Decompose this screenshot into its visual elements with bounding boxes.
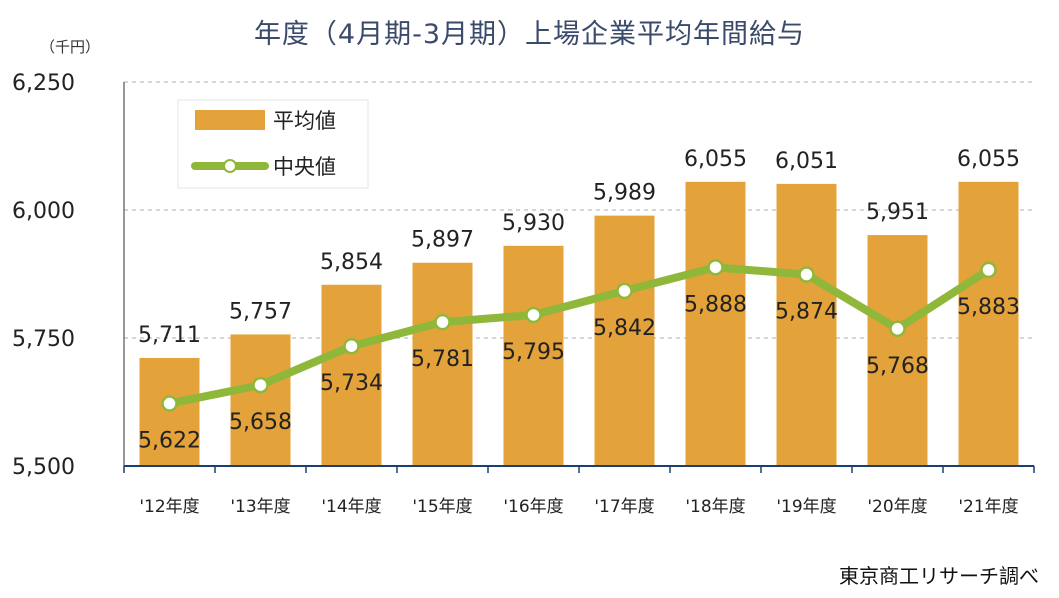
x-tick-label: '19年度	[776, 497, 836, 517]
line-point	[616, 282, 633, 300]
line-point	[525, 306, 542, 324]
y-tick-label: 5,750	[12, 327, 75, 352]
bar	[139, 357, 200, 466]
bar-value-label: 5,897	[411, 228, 474, 253]
x-tick-label: '21年度	[958, 497, 1018, 517]
bar	[776, 183, 837, 466]
bar	[958, 181, 1019, 466]
line-point	[798, 266, 815, 283]
y-tick-label: 5,500	[12, 455, 75, 480]
line-point	[343, 337, 360, 355]
bar	[503, 245, 564, 466]
line-value-label: 5,622	[138, 429, 201, 454]
y-tick-label: 6,250	[12, 71, 75, 96]
legend-bar-swatch	[195, 110, 265, 130]
x-tick-label: '15年度	[412, 497, 472, 517]
x-tick-label: '14年度	[321, 497, 381, 517]
line-point	[434, 313, 451, 331]
line-point	[707, 259, 724, 276]
line-series	[161, 259, 997, 412]
data-labels: 5,711 5,757 5,854 5,897 5,930 5,989 6,055 6,051…	[138, 147, 1020, 454]
line-value-label: 5,874	[775, 300, 838, 325]
bar	[594, 215, 655, 466]
chart-title: 年度（4月期-3月期）上場企業平均年間給与	[253, 19, 806, 50]
x-tick-label: '16年度	[503, 497, 563, 517]
y-axis: 5,500 5,750 6,000 6,250	[12, 71, 125, 480]
line-value-label: 5,888	[684, 292, 747, 317]
bar-value-label: 5,757	[229, 299, 292, 324]
x-tick-label: '17年度	[594, 497, 654, 517]
bar-value-label: 5,989	[593, 181, 656, 206]
bar	[867, 235, 928, 466]
bar-value-label: 6,055	[957, 147, 1020, 172]
line-value-label: 5,768	[866, 354, 929, 379]
bar	[321, 284, 382, 466]
x-tick-label: '20年度	[867, 497, 927, 517]
legend-label-mean: 平均値	[273, 109, 336, 133]
line-point	[161, 395, 178, 412]
line-point	[889, 320, 906, 338]
line-point	[980, 261, 997, 279]
x-tick-label: '13年度	[230, 497, 290, 517]
line-value-label: 5,842	[593, 316, 656, 341]
line-value-label: 5,658	[229, 410, 292, 435]
legend-line-marker	[223, 159, 237, 173]
median-line	[165, 263, 993, 408]
y-tick-label: 6,000	[12, 199, 75, 224]
line-value-label: 5,781	[411, 347, 474, 372]
x-axis: '12年度 '13年度 '14年度 '15年度 '16年度 '17年度 '18年度 '19年度…	[123, 465, 1035, 517]
legend-label-median: 中央値	[273, 155, 336, 179]
x-tick-label: '12年度	[139, 497, 199, 517]
bar-series	[139, 181, 1019, 466]
line-value-label: 5,734	[320, 371, 383, 396]
bar-value-label: 5,711	[138, 323, 201, 348]
source-note: 東京商工リサーチ調べ	[839, 564, 1039, 588]
y-axis-unit: （千円）	[40, 38, 101, 56]
bar-value-label: 6,051	[775, 149, 838, 174]
bar-value-label: 5,854	[320, 250, 383, 275]
x-tick-label: '18年度	[685, 497, 745, 517]
line-point	[252, 376, 269, 394]
bar-value-label: 6,055	[684, 147, 747, 172]
bar	[412, 262, 473, 466]
line-value-label: 5,883	[957, 295, 1020, 320]
bar-value-label: 5,951	[866, 200, 929, 225]
bar-value-label: 5,930	[502, 211, 565, 236]
bar	[230, 334, 291, 466]
line-value-label: 5,795	[502, 340, 565, 365]
bar	[685, 181, 746, 466]
